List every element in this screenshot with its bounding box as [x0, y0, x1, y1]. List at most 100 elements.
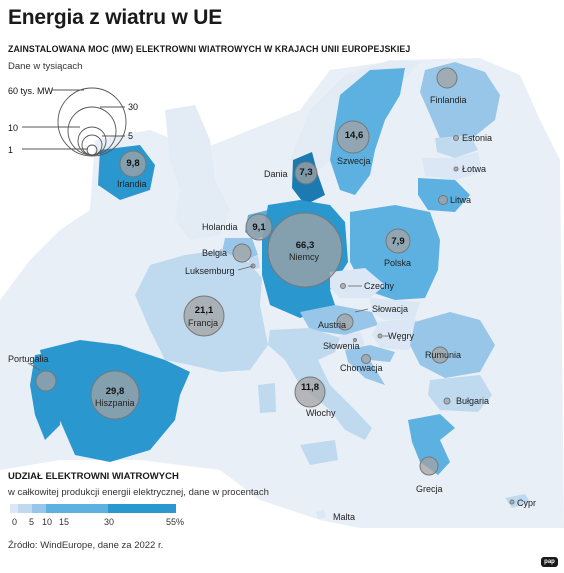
- bubble-francja[interactable]: [183, 295, 225, 337]
- value-dania: 7,3: [299, 167, 312, 178]
- label-dania: Dania: [264, 169, 288, 179]
- label-wegry: Węgry: [388, 331, 415, 341]
- size-legend-label-1: 1: [8, 145, 13, 155]
- value-holandia: 9,1: [252, 222, 266, 233]
- label-szwecja: Szwecja: [337, 156, 371, 166]
- share-tick-30: 30: [104, 517, 114, 527]
- bubble-austria[interactable]: [336, 313, 354, 331]
- label-estonia: Estonia: [462, 133, 492, 143]
- share-legend-title: UDZIAŁ ELEKTROWNI WIATROWYCH: [8, 471, 179, 482]
- size-legend-label-5: 5: [128, 131, 133, 141]
- bubble-wlochy[interactable]: [294, 376, 326, 408]
- share-legend-scale: 0 5 10 15 30 55%: [10, 504, 184, 527]
- size-legend-circle-30: [67, 106, 117, 156]
- bubble-polska[interactable]: [385, 228, 411, 254]
- source-note: Źródło: WindEurope, dane za 2022 r.: [8, 540, 164, 551]
- map-subtitle: ZAINSTALOWANA MOC (MW) ELEKTROWNI WIATRO…: [8, 44, 411, 54]
- size-legend-label-30: 30: [128, 102, 138, 112]
- share-swatch-10-15: [32, 504, 46, 513]
- bubble-holandia[interactable]: [245, 213, 273, 241]
- label-irlandia: Irlandia: [117, 179, 147, 189]
- bubble-finlandia[interactable]: [436, 67, 458, 89]
- country-estonia[interactable]: [435, 135, 478, 158]
- bubble-belgia[interactable]: [232, 243, 252, 263]
- bubble-irlandia[interactable]: [119, 150, 147, 178]
- unit-note: Dane w tysiącach: [8, 61, 83, 72]
- share-tick-10: 10: [42, 517, 52, 527]
- country-litwa[interactable]: [418, 178, 470, 212]
- bubble-slowenia[interactable]: [353, 338, 357, 342]
- label-chorwacja: Chorwacja: [340, 363, 383, 373]
- country-chorwacja[interactable]: [345, 345, 395, 385]
- share-tick-55: 55%: [166, 517, 184, 527]
- bubble-dania[interactable]: [294, 161, 318, 185]
- size-legend-circle-1: [86, 144, 98, 156]
- bubble-litwa[interactable]: [438, 195, 448, 205]
- label-niemcy: Niemcy: [289, 252, 320, 262]
- country-slowenia[interactable]: [338, 332, 365, 350]
- share-tick-0: 0: [12, 517, 17, 527]
- size-legend-top-label: 60 tys. MW: [8, 86, 54, 96]
- bubble-portugalia[interactable]: [35, 370, 57, 392]
- value-niemcy: 66,3: [296, 240, 315, 251]
- leader-lines: [27, 265, 390, 371]
- share-tick-15: 15: [59, 517, 69, 527]
- label-portugalia: Portugalia: [8, 354, 49, 364]
- country-portugalia[interactable]: [30, 352, 62, 440]
- country-rumunia[interactable]: [410, 312, 495, 378]
- country-czechy[interactable]: [330, 268, 385, 298]
- value-polska: 7,9: [391, 236, 404, 247]
- share-swatch-0-5: [10, 504, 18, 513]
- page-title: Energia z wiatru w UE: [8, 6, 223, 29]
- bubble-szwecja[interactable]: [336, 120, 370, 154]
- country-lotwa[interactable]: [422, 152, 482, 180]
- capacity-values: 14,6 7,3 9,8 9,1 66,3 7,9 21,1 29,8 11,8: [106, 130, 405, 397]
- bubble-cypr[interactable]: [509, 499, 515, 505]
- size-legend-label-10: 10: [8, 123, 18, 133]
- label-bulgaria: Bułgaria: [456, 396, 489, 406]
- label-slowacja: Słowacja: [372, 304, 408, 314]
- region-great-britain: [165, 105, 230, 240]
- value-irlandia: 9,8: [126, 158, 139, 169]
- bubble-rumunia[interactable]: [431, 346, 449, 364]
- country-slowacja[interactable]: [370, 298, 420, 320]
- label-belgia: Belgia: [202, 248, 227, 258]
- bubble-czechy[interactable]: [340, 283, 346, 289]
- label-wlochy: Włochy: [306, 408, 336, 418]
- label-lotwa: Łotwa: [462, 164, 486, 174]
- bubble-niemcy[interactable]: [267, 212, 343, 288]
- value-wlochy: 11,8: [301, 382, 319, 393]
- country-cypr[interactable]: [505, 494, 530, 508]
- label-francja: Francja: [188, 318, 218, 328]
- share-swatch-15-30: [46, 504, 108, 513]
- bubble-lotwa[interactable]: [453, 166, 459, 172]
- bubble-grecja[interactable]: [419, 456, 439, 476]
- label-cypr: Cypr: [517, 498, 536, 508]
- bubble-bulgaria[interactable]: [443, 397, 451, 405]
- share-swatch-30-55: [108, 504, 176, 513]
- label-hiszpania: Hiszpania: [95, 398, 135, 408]
- bubble-chorwacja[interactable]: [361, 354, 371, 364]
- value-szwecja: 14,6: [345, 130, 364, 141]
- bubble-estonia[interactable]: [453, 135, 459, 141]
- bubble-hiszpania[interactable]: [90, 370, 140, 420]
- label-malta: Malta: [333, 512, 355, 522]
- size-legend: [22, 87, 127, 157]
- label-rumunia: Rumunia: [425, 350, 461, 360]
- label-holandia: Holandia: [202, 222, 238, 232]
- value-hiszpania: 29,8: [106, 386, 125, 397]
- size-legend-circle-60: [57, 87, 127, 157]
- bubble-wegry[interactable]: [377, 333, 383, 339]
- country-malta[interactable]: [316, 510, 326, 519]
- label-slowenia: Słowenia: [323, 341, 360, 351]
- country-grecja[interactable]: [408, 414, 455, 475]
- country-bulgaria[interactable]: [428, 375, 492, 412]
- share-tick-5: 5: [29, 517, 34, 527]
- label-austria: Austria: [318, 320, 346, 330]
- label-luksemburg: Luksemburg: [185, 266, 235, 276]
- share-swatch-5-10: [18, 504, 32, 513]
- label-litwa: Litwa: [450, 195, 471, 205]
- label-grecja: Grecja: [416, 484, 443, 494]
- label-czechy: Czechy: [364, 281, 395, 291]
- europe-map: 60 tys. MW 30 10 5 1 Finlandia Estonia Ł…: [0, 58, 564, 528]
